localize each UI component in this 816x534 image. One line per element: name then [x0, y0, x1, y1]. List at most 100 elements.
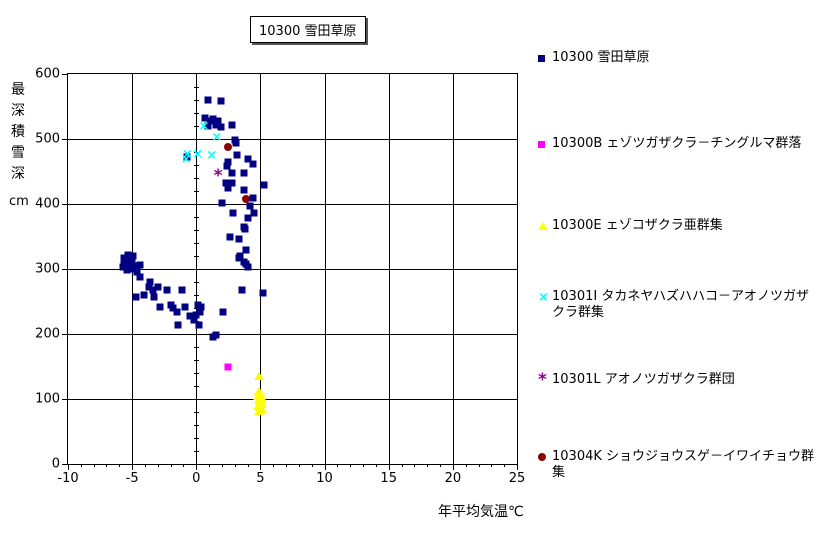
scatter-point-square — [140, 291, 148, 299]
scatter-point-square — [150, 293, 158, 301]
x-axis-tick — [452, 464, 454, 470]
x-axis-tick — [234, 464, 236, 467]
legend-label: 10300E ェゾコザクラ亜群集 — [552, 218, 723, 233]
scatter-point-square — [124, 259, 132, 267]
x-axis-tick — [440, 464, 442, 467]
inner-axis-tick — [194, 269, 200, 270]
inner-axis-tick — [194, 295, 200, 296]
x-axis-tick-label: 15 — [380, 471, 397, 486]
scatter-point-x: × — [180, 152, 192, 168]
scatter-point-square — [241, 225, 249, 233]
legend-marker-asterisk-icon: * — [538, 369, 547, 390]
y-axis-tick-label: 400 — [35, 196, 60, 212]
x-axis-tick — [337, 464, 339, 467]
scatter-point-square — [235, 235, 243, 243]
scatter-point-square — [154, 283, 162, 291]
scatter-point-x: × — [181, 147, 193, 163]
scatter-point-square — [228, 179, 236, 187]
scatter-point-square — [128, 258, 136, 266]
scatter-point-square — [240, 186, 248, 194]
scatter-point-square — [133, 268, 141, 276]
legend-item-10301I[interactable]: × 10301I タカネヤハズハハコ－アオノツガザクラ群集 — [538, 289, 816, 321]
legend-label: 10300B ェゾツガザクラ－チングルマ群落 — [552, 136, 802, 151]
scatter-point-square — [132, 293, 140, 301]
x-axis-tick — [465, 464, 467, 467]
legend-item-10300E[interactable]: 10300E ェゾコザクラ亜群集 — [538, 218, 723, 234]
y-axis-tick — [62, 269, 68, 270]
scatter-point-square — [250, 209, 258, 217]
legend-label: 10304K ショウジョウスゲ－イワイチョウ群集 — [552, 449, 815, 480]
scatter-point-square — [217, 97, 225, 105]
inner-axis-tick — [194, 438, 200, 439]
x-axis-tick — [491, 464, 493, 467]
x-axis-tick — [324, 464, 326, 470]
x-axis-tick — [401, 464, 403, 467]
inner-axis-tick — [194, 100, 200, 101]
scatter-point-square — [129, 262, 137, 270]
x-axis-tick — [93, 464, 95, 467]
legend-marker-square-icon — [538, 50, 552, 66]
scatter-point-square — [136, 273, 144, 281]
x-axis-tick — [311, 464, 313, 467]
y-axis-tick — [62, 333, 68, 335]
scatter-point-square — [209, 333, 217, 341]
inner-axis-tick — [194, 256, 200, 257]
x-axis-tick — [170, 464, 172, 467]
legend-label: 10301L アオノツガザクラ群団 — [552, 372, 735, 387]
scatter-point-x: × — [192, 146, 204, 162]
scatter-point-square — [183, 153, 191, 161]
scatter-point-square — [196, 308, 204, 316]
legend-item-10300B[interactable]: 10300B ェゾツガザクラ－チングルマ群落 — [538, 136, 801, 152]
inner-axis-tick — [194, 217, 200, 218]
scatter-point-square — [222, 179, 230, 187]
scatter-point-square — [173, 308, 181, 316]
x-axis-tick — [517, 464, 518, 470]
inner-axis-tick — [194, 360, 200, 361]
y-axis-tick — [62, 138, 68, 140]
inner-axis-tick — [194, 451, 200, 452]
y-axis-tick-label: 500 — [35, 131, 60, 147]
scatter-point-circle — [224, 143, 233, 152]
legend-item-10301L[interactable]: * 10301L アオノツガザクラ群団 — [538, 369, 735, 390]
scatter-point-square — [238, 286, 246, 294]
inner-axis-tick — [194, 399, 200, 400]
legend-marker-circle-icon — [538, 449, 552, 465]
x-axis-tick — [221, 464, 223, 467]
chart-title[interactable]: 10300 雪田草原 — [250, 16, 366, 43]
x-axis-tick — [157, 464, 159, 467]
scatter-point-square — [224, 363, 232, 370]
inner-axis-tick — [194, 113, 200, 114]
scatter-point-square — [181, 303, 189, 311]
gridline-horizontal — [68, 269, 517, 270]
scatter-point-square — [235, 254, 243, 262]
legend-item-10300[interactable]: 10300 雪田草原 — [538, 50, 650, 66]
inner-axis-tick — [194, 178, 200, 179]
x-axis-tick — [196, 464, 198, 470]
x-axis-tick — [119, 464, 121, 467]
x-axis-tick-label: 25 — [508, 471, 526, 486]
x-axis-tick — [504, 464, 506, 467]
scatter-point-square — [249, 160, 257, 168]
scatter-point-x: × — [198, 118, 210, 134]
inner-axis-tick — [194, 412, 200, 413]
scatter-point-x: × — [206, 148, 218, 164]
inner-axis-tick — [194, 165, 200, 166]
gridline-horizontal — [68, 333, 517, 335]
x-axis-tick — [350, 464, 352, 467]
scatter-point-square — [259, 289, 267, 297]
inner-axis-tick — [194, 87, 200, 88]
inner-axis-tick — [194, 152, 200, 153]
scatter-point-square — [146, 278, 154, 286]
scatter-point-square — [233, 151, 241, 159]
scatter-point-square — [178, 286, 186, 294]
scatter-point-square — [190, 316, 198, 324]
x-axis-tick — [298, 464, 300, 467]
inner-axis-tick — [194, 333, 200, 335]
scatter-point-square — [260, 181, 268, 189]
x-axis-tick — [427, 464, 429, 467]
legend-item-10304K[interactable]: 10304K ショウジョウスゲ－イワイチョウ群集 — [538, 449, 816, 481]
inner-axis-tick — [194, 347, 200, 348]
x-axis-tick — [68, 464, 69, 470]
scatter-point-square — [218, 199, 226, 207]
y-axis-unit: cm — [9, 194, 29, 209]
